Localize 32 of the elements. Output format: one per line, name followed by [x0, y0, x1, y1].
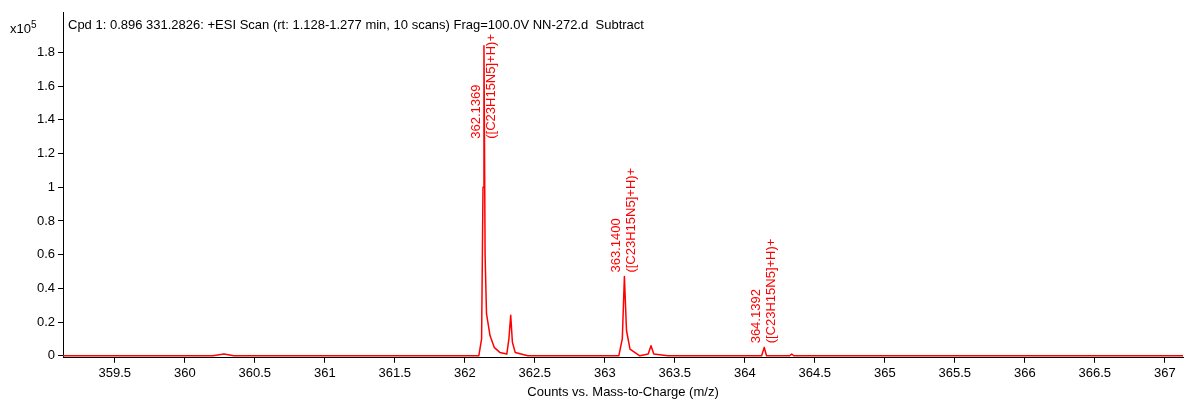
x-tick-label: 360	[173, 365, 196, 381]
x-tick-label: 361.5	[378, 365, 412, 381]
annotation: 362.1369 ([C23H15N5]+H)+	[468, 33, 499, 139]
y-tick-label: 1.4	[36, 111, 55, 127]
y-tick-label: 0	[47, 347, 55, 363]
y-tick-label: 1.6	[36, 77, 55, 93]
y-tick-label: 0.2	[36, 313, 55, 329]
x-tick-label: 367	[1153, 365, 1176, 381]
x-tick-label: 363.5	[658, 365, 692, 381]
x-tick-label: 362.5	[518, 365, 552, 381]
x-tick-label: 364	[733, 365, 756, 381]
x-tick-label: 360.5	[238, 365, 272, 381]
x-tick-label: 359.5	[98, 365, 132, 381]
x-axis-title: Counts vs. Mass-to-Charge (m/z)	[527, 383, 719, 399]
y-tick-label: 0.8	[36, 212, 55, 228]
x-tick-label: 365.5	[938, 365, 972, 381]
y-tick-label: 1.2	[36, 145, 55, 161]
x-tick-label: 365	[873, 365, 896, 381]
x-tick-label: 364.5	[798, 365, 832, 381]
x-tick-label: 366	[1013, 365, 1036, 381]
y-tick-label: 0.6	[36, 246, 55, 262]
y-axis-title: x10$^{5}$	[10, 19, 37, 37]
y-tick-label: 1	[47, 178, 55, 194]
x-tick-label: 362	[453, 365, 476, 381]
y-tick-label: 1.8	[36, 44, 55, 60]
annotation: 364.1392 ([C23H15N5]+H)+	[748, 238, 779, 344]
y-tick-label: 0.4	[36, 279, 55, 295]
x-tick-label: 361	[313, 365, 336, 381]
x-tick-label: 366.5	[1078, 365, 1112, 381]
x-tick-label: 363	[593, 365, 616, 381]
annotation: 363.1400 ([C23H15N5]+H)+	[608, 167, 639, 273]
chart-title: Cpd 1: 0.896 331.2826: +ESI Scan (rt: 1.128-1.277 min, 10 scans) Frag=100.0V NN-272.d Subtract	[68, 17, 644, 32]
